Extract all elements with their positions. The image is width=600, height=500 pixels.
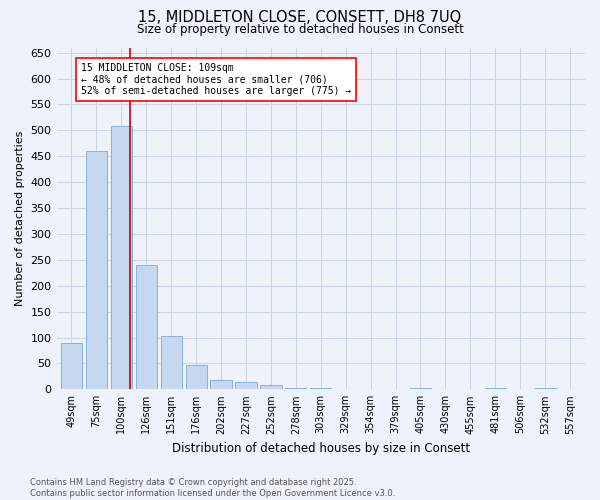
Text: 15, MIDDLETON CLOSE, CONSETT, DH8 7UQ: 15, MIDDLETON CLOSE, CONSETT, DH8 7UQ: [139, 10, 461, 25]
Bar: [136, 265, 157, 390]
Bar: [185, 365, 207, 390]
Text: Contains HM Land Registry data © Crown copyright and database right 2025.
Contai: Contains HM Land Registry data © Crown c…: [30, 478, 395, 498]
Bar: [235, 382, 257, 390]
Bar: [161, 336, 182, 390]
Text: 15 MIDDLETON CLOSE: 109sqm
← 48% of detached houses are smaller (706)
52% of sem: 15 MIDDLETON CLOSE: 109sqm ← 48% of deta…: [81, 63, 351, 96]
Bar: [211, 380, 232, 390]
Bar: [410, 388, 431, 390]
Bar: [61, 342, 82, 390]
Bar: [86, 151, 107, 390]
Bar: [535, 388, 556, 390]
Bar: [285, 388, 307, 390]
Bar: [111, 126, 132, 390]
Y-axis label: Number of detached properties: Number of detached properties: [15, 130, 25, 306]
Bar: [485, 388, 506, 390]
Text: Size of property relative to detached houses in Consett: Size of property relative to detached ho…: [137, 22, 463, 36]
X-axis label: Distribution of detached houses by size in Consett: Distribution of detached houses by size …: [172, 442, 470, 455]
Bar: [310, 388, 331, 390]
Bar: [260, 385, 281, 390]
